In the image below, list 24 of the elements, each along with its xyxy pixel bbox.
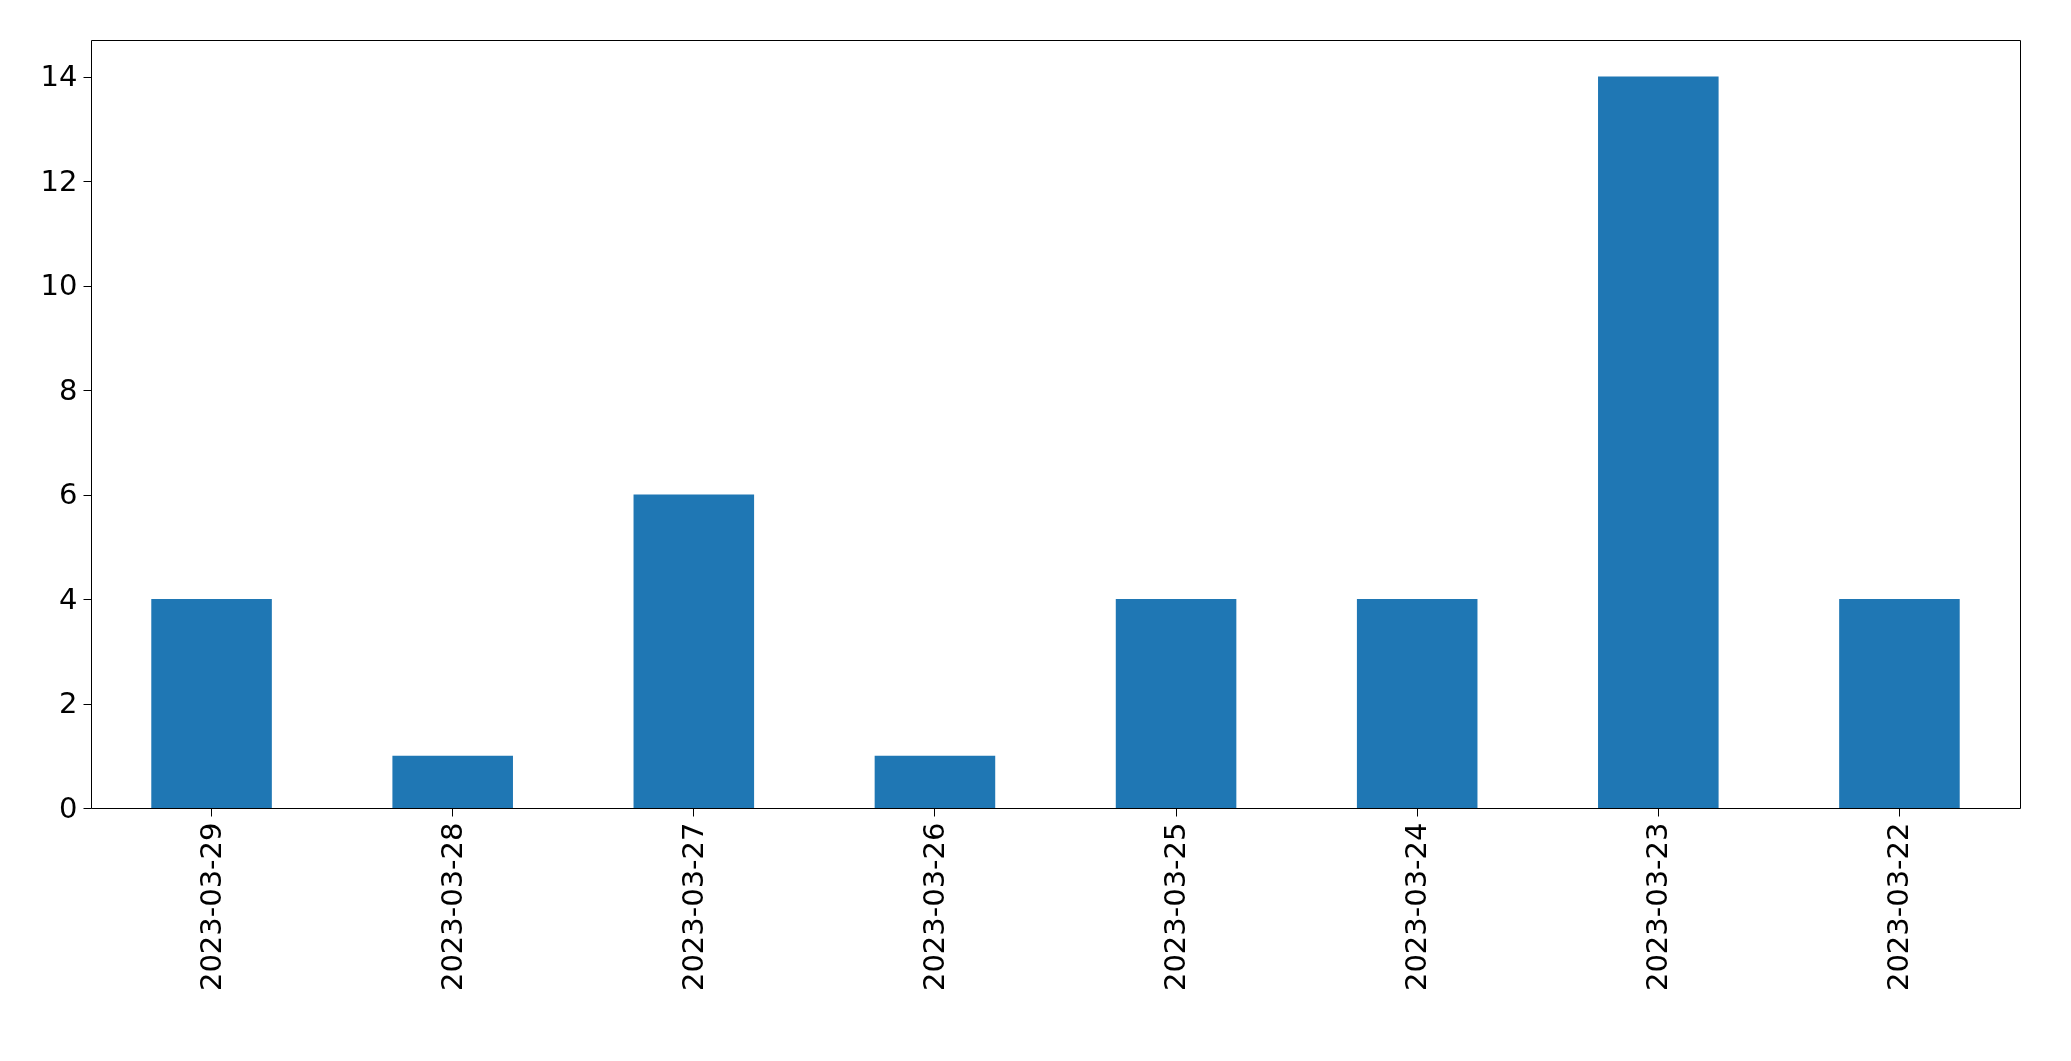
y-tick-label: 4	[59, 581, 78, 616]
x-tick-label: 2023-03-22	[1881, 822, 1916, 992]
bar	[633, 494, 755, 808]
bar	[151, 599, 272, 808]
y-tick-label: 0	[59, 790, 78, 825]
y-tick-label: 10	[40, 268, 78, 303]
bar	[392, 755, 513, 808]
bar	[1839, 599, 1960, 808]
x-tick-label: 2023-03-28	[434, 822, 469, 992]
x-tick-label: 2023-03-23	[1640, 822, 1675, 992]
bar	[874, 755, 996, 808]
y-tick-label: 8	[59, 372, 78, 407]
bar	[1598, 76, 1719, 808]
y-tick-label: 12	[40, 163, 78, 198]
y-tick-label: 6	[59, 477, 78, 512]
x-tick-label: 2023-03-26	[916, 822, 951, 992]
bar	[1356, 599, 1478, 808]
bar	[1115, 599, 1237, 808]
y-tick-label: 14	[40, 59, 78, 94]
y-tick-label: 2	[59, 686, 78, 721]
x-tick-label: 2023-03-27	[675, 822, 710, 992]
x-tick-label: 2023-03-25	[1158, 822, 1193, 992]
x-tick-label: 2023-03-24	[1399, 822, 1434, 992]
x-tick-label: 2023-03-29	[193, 822, 228, 992]
